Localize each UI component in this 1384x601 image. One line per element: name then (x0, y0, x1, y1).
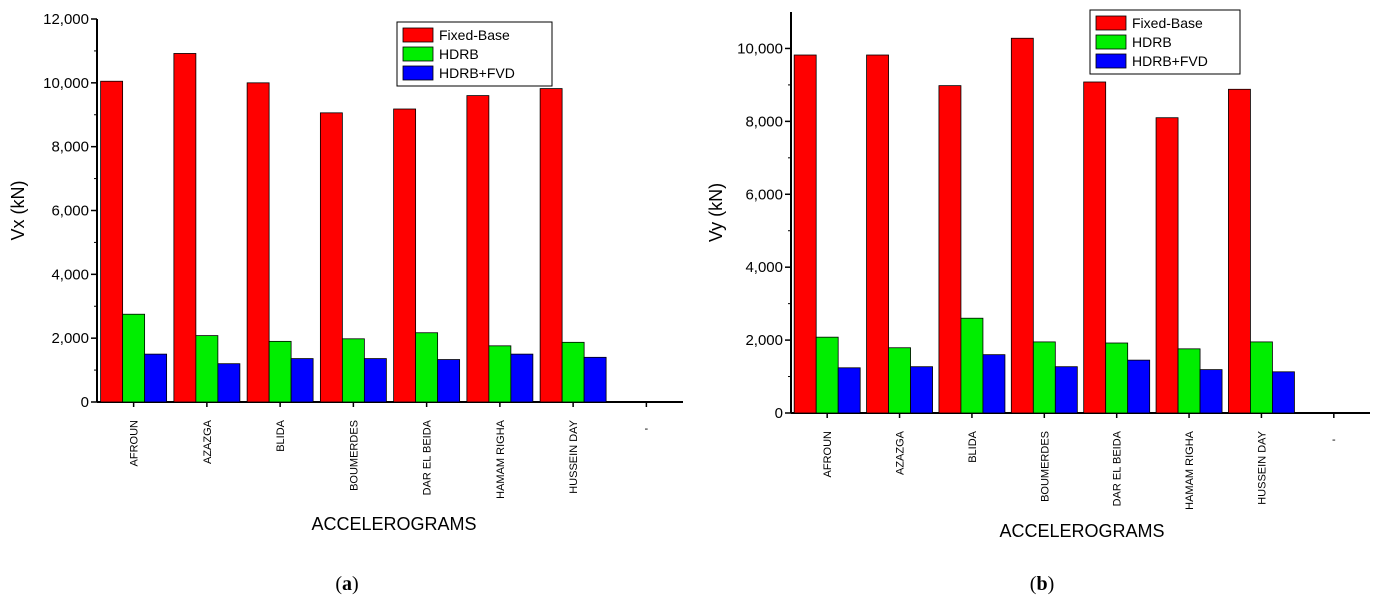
legend-label: HDRB (1132, 34, 1172, 50)
bar-fixed-base (100, 80, 124, 403)
y-tick-label: 8,000 (745, 113, 783, 130)
x-category-label: HAMAM RIGHA (1184, 430, 1196, 510)
bar-chart-vx: 0 2,000 4,000 6,000 8,000 10,000 12,000 AFROUN A… (8, 11, 683, 595)
y-tick-label: 4,000 (51, 266, 89, 283)
x-extra-tick-label: - (1332, 434, 1336, 446)
x-category-label: AZAZGA (895, 430, 907, 475)
bar-fixed-base (866, 54, 889, 414)
bar-hdrb-fvd (1272, 371, 1295, 414)
bar-hdrb (195, 335, 219, 403)
bar-fixed-base (393, 108, 417, 403)
y-tick-label: 10,000 (737, 40, 783, 57)
bar-fixed-base (173, 53, 197, 403)
bar-hdrb (1105, 342, 1129, 414)
legend-label: Fixed-Base (1132, 15, 1203, 31)
bar-hdrb-fvd (144, 353, 168, 403)
y-tick-label: 0 (775, 405, 783, 422)
bar-hdrb-fvd (982, 354, 1006, 414)
bar-hdrb-fvd (1054, 366, 1078, 414)
x-category-label: DAR EL BEIDA (422, 419, 434, 495)
legend-label: HDRB+FVD (439, 65, 515, 81)
bar-hdrb (815, 336, 839, 414)
y-tick-label: 4,000 (745, 259, 783, 276)
bar-hdrb (561, 341, 585, 403)
legend-swatch (402, 27, 434, 43)
x-axis-title: ACCELEROGRAMS (999, 521, 1164, 541)
bar-hdrb-fvd (437, 359, 461, 403)
x-category-label: BLIDA (967, 430, 979, 462)
x-category-label: HUSSEIN DAY (1256, 430, 1268, 504)
y-tick-label: 8,000 (51, 139, 89, 156)
x-category-label: BLIDA (275, 419, 287, 451)
panel-label: (a) (335, 573, 358, 595)
bar-hdrb (960, 317, 984, 414)
y-axis-title: Vx (kN) (8, 181, 28, 241)
panel-letter: b (1036, 573, 1047, 595)
x-category-label: AFROUN (822, 431, 834, 478)
bar-fixed-base (246, 82, 270, 403)
y-tick-label: 12,000 (43, 11, 89, 28)
bar-hdrb (341, 338, 365, 403)
x-axis-title: ACCELEROGRAMS (311, 514, 476, 534)
y-tick-label: 2,000 (745, 332, 783, 349)
bar-fixed-base (539, 88, 563, 403)
legend-swatch (1095, 15, 1127, 31)
bar-hdrb (415, 332, 439, 403)
legend-swatch (1095, 34, 1127, 50)
bar-hdrb-fvd (217, 363, 241, 403)
bar-hdrb (1250, 341, 1273, 414)
x-category-label: DAR EL BEIDA (1112, 430, 1124, 506)
panel-label: (b) (1030, 573, 1054, 595)
bar-hdrb (1177, 348, 1201, 414)
x-category-label: HUSSEIN DAY (568, 419, 580, 493)
bar-hdrb (122, 313, 146, 403)
bar-hdrb-fvd (290, 358, 314, 403)
bar-hdrb-fvd (1127, 359, 1151, 414)
bar-fixed-base (319, 112, 343, 403)
y-tick-label: 2,000 (51, 330, 89, 347)
x-category-label: HAMAM RIGHA (495, 419, 507, 499)
bar-fixed-base (1155, 117, 1179, 414)
y-axis-title: Vy (kN) (706, 183, 726, 242)
legend: Fixed-Base HDRB HDRB+FVD (1089, 9, 1241, 75)
bar-fixed-base (938, 85, 962, 414)
legend-label: HDRB+FVD (1132, 53, 1208, 69)
legend-label: HDRB (439, 46, 479, 62)
bar-fixed-base (1228, 88, 1251, 414)
bar-fixed-base (1083, 81, 1107, 414)
y-tick-label: 10,000 (43, 75, 89, 92)
bar-hdrb-fvd (837, 367, 861, 414)
legend-swatch (402, 46, 434, 62)
y-tick-label: 6,000 (51, 203, 89, 220)
chart-panel-a: 0 2,000 4,000 6,000 8,000 10,000 12,000 AFROUN A… (8, 11, 683, 595)
legend-swatch (402, 65, 434, 81)
bar-hdrb (488, 345, 512, 403)
bar-hdrb-fvd (1199, 369, 1223, 414)
x-category-label: AFROUN (129, 420, 141, 467)
bar-hdrb (268, 340, 292, 403)
legend: Fixed-Base HDRB HDRB+FVD (396, 21, 553, 87)
bar-fixed-base (1010, 37, 1034, 414)
x-category-label: BOUMERDES (348, 420, 360, 491)
bar-hdrb-fvd (583, 356, 607, 403)
bar-fixed-base (466, 95, 490, 403)
bar-hdrb (888, 347, 911, 414)
x-category-label: AZAZGA (202, 419, 214, 464)
bar-chart-vy: 0 2,000 4,000 6,000 8,000 10,000 AFROUN AZAZGA B… (706, 9, 1370, 595)
legend-swatch (1095, 53, 1127, 69)
bar-hdrb-fvd (910, 366, 933, 414)
bar-hdrb-fvd (363, 358, 387, 403)
legend-label: Fixed-Base (439, 27, 510, 43)
y-tick-label: 0 (81, 394, 89, 411)
bar-hdrb (1032, 341, 1056, 414)
bar-hdrb-fvd (510, 353, 534, 403)
y-tick-label: 6,000 (745, 186, 783, 203)
x-category-label: BOUMERDES (1039, 431, 1051, 502)
panel-letter: a (342, 573, 352, 595)
bar-fixed-base (793, 54, 817, 414)
x-extra-tick-label: - (645, 423, 649, 435)
chart-panel-b: 0 2,000 4,000 6,000 8,000 10,000 AFROUN AZAZGA B… (700, 0, 1384, 601)
